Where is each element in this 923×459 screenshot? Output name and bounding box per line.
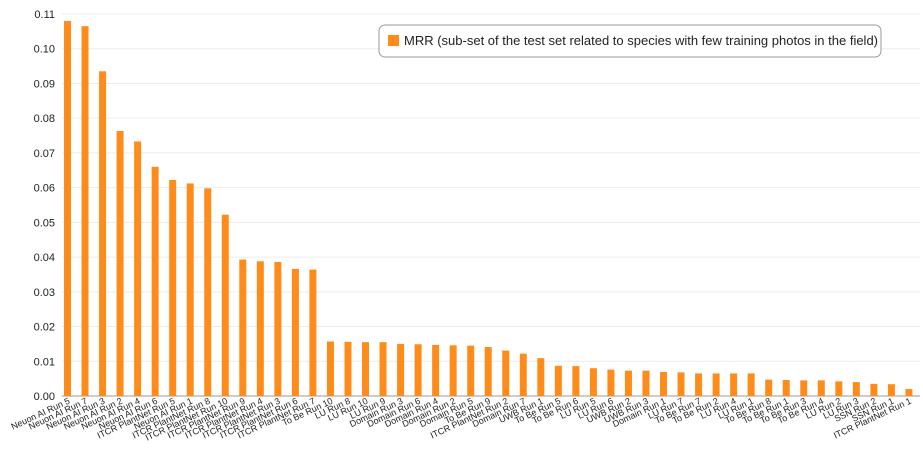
legend-label: MRR (sub-set of the test set related to …	[404, 33, 878, 48]
bar	[467, 345, 475, 396]
bar	[835, 381, 843, 396]
bar	[309, 269, 317, 396]
y-tick-label: 0.00	[34, 391, 55, 403]
y-tick-label: 0.10	[34, 44, 55, 56]
y-tick-label: 0.07	[34, 148, 55, 160]
bar	[362, 342, 370, 396]
bar	[695, 373, 703, 396]
legend-box	[378, 24, 882, 58]
y-tick-label: 0.01	[34, 356, 55, 368]
bar	[99, 71, 107, 397]
bar	[484, 347, 492, 396]
bar	[747, 373, 755, 396]
y-axis: 0.00 0.01 0.02 0.03 0.04 0.05 0.06 0.07 0.08 0.09…	[34, 9, 55, 403]
bar	[186, 183, 194, 396]
bar	[151, 166, 159, 396]
bar	[887, 384, 895, 396]
bar	[870, 383, 878, 396]
bar	[432, 344, 440, 396]
bar	[624, 370, 632, 396]
bar	[519, 353, 527, 396]
bar	[800, 380, 808, 396]
bar	[642, 370, 650, 396]
bar	[379, 342, 387, 396]
bar	[607, 369, 615, 396]
y-tick-label: 0.02	[34, 322, 55, 334]
bar	[782, 380, 790, 396]
bar	[134, 141, 142, 396]
bar	[239, 259, 247, 396]
bar-series	[64, 20, 913, 397]
y-tick-label: 0.09	[34, 78, 55, 90]
bar	[537, 358, 545, 396]
y-tick-label: 0.03	[34, 287, 55, 299]
bar	[554, 365, 562, 396]
bar	[765, 379, 773, 396]
bar	[291, 268, 299, 396]
bar	[712, 373, 720, 396]
bar	[344, 341, 352, 396]
bar	[116, 131, 124, 396]
bar	[221, 214, 229, 396]
bar	[572, 366, 580, 396]
bar	[397, 343, 405, 396]
legend-swatch	[388, 35, 399, 46]
y-tick-label: 0.11	[34, 9, 55, 21]
y-tick-label: 0.06	[34, 183, 55, 195]
bar	[589, 368, 597, 396]
bar	[204, 188, 212, 396]
y-tick-label: 0.04	[34, 252, 55, 264]
bar	[660, 372, 668, 396]
bar	[817, 380, 825, 396]
bar	[274, 261, 282, 396]
y-tick-label: 0.05	[34, 217, 55, 229]
bar	[64, 20, 71, 396]
bar	[414, 344, 422, 396]
y-tick-label: 0.08	[34, 113, 55, 125]
bar	[730, 373, 738, 396]
bar	[449, 345, 457, 396]
bar	[677, 372, 685, 396]
bar	[852, 382, 860, 396]
bar	[256, 261, 264, 396]
bar	[326, 341, 334, 396]
bar	[169, 179, 177, 396]
bar	[905, 389, 913, 396]
legend: MRR (sub-set of the test set related to …	[378, 24, 882, 58]
bar	[81, 26, 89, 397]
bar	[502, 350, 510, 396]
